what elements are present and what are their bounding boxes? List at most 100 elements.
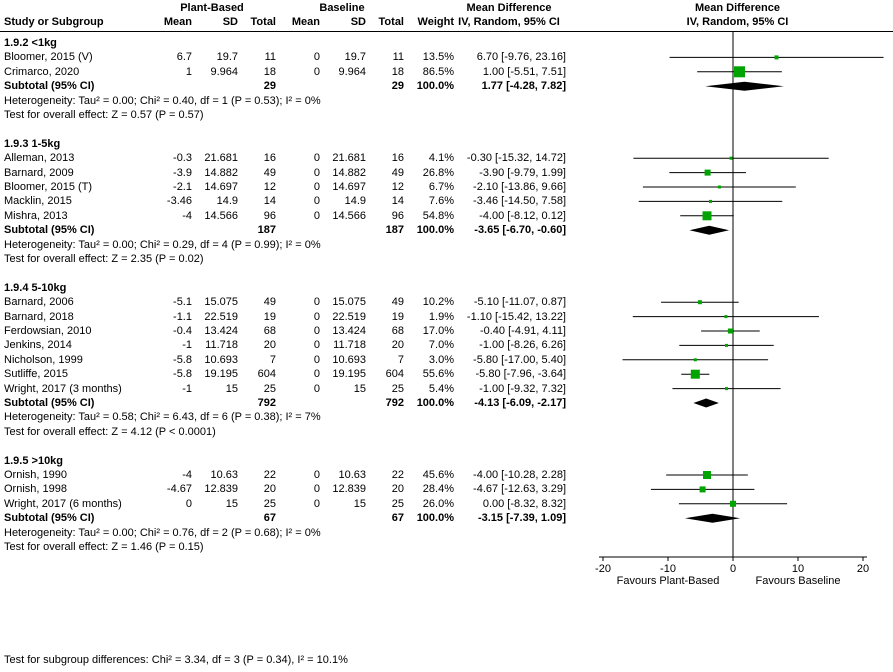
study-row: Alleman, 2013 -0.3 21.681 16 0 21.681 16 4.1% -0…	[0, 151, 893, 166]
ci-text-cell: -1.00 [-9.32, 7.32]	[479, 382, 566, 395]
subtotal-weight: 100.0%	[416, 512, 454, 525]
baseline-mean-cell: 0	[313, 353, 320, 366]
study-name: Alleman, 2013	[4, 152, 75, 165]
baseline-sd-cell: 11.718	[333, 339, 366, 352]
treatment-total-cell: 22	[263, 469, 276, 481]
study-name: Crimarco, 2020	[4, 65, 80, 78]
weight-cell: 10.2%	[422, 296, 454, 309]
baseline-total-cell: 11	[392, 51, 404, 64]
baseline-sd-cell: 19.7	[344, 51, 366, 64]
treatment-total-cell: 96	[263, 209, 276, 222]
treatment-mean-cell: 6.7	[176, 51, 192, 64]
treatment-mean-cell: -4.67	[166, 483, 192, 496]
subtotal-weight: 100.0%	[416, 397, 454, 409]
treatment-sd-cell: 9.964	[210, 65, 238, 78]
study-row: Nicholson, 1999 -5.8 10.693 7 0 10.693 7 3.0% -5…	[0, 353, 893, 368]
plot-title: Mean Difference	[695, 2, 780, 14]
study-row: Barnard, 2006 -5.1 15.075 49 0 15.075 49 10.2% -…	[0, 295, 893, 310]
heterogeneity-row: Heterogeneity: Tau² = 0.00; Chi² = 0.40,…	[0, 94, 893, 109]
baseline-total-cell: 96	[391, 209, 404, 222]
treatment-mean-cell: -5.1	[173, 296, 192, 309]
treatment-sd-cell: 13.424	[204, 325, 238, 337]
study-row: Macklin, 2015 -3.46 14.9 14 0 14.9 14 7.6% -3.46…	[0, 194, 893, 209]
study-name: Ornish, 1998	[4, 483, 67, 496]
weight-cell: 45.6%	[422, 469, 454, 481]
ci-text-cell: -3.46 [-14.50, 7.58]	[473, 195, 566, 208]
weight-cell: 26.0%	[422, 497, 454, 510]
baseline-mean-cell: 0	[313, 325, 320, 337]
overall-effect-text: Test for overall effect: Z = 1.46 (P = 0…	[4, 541, 204, 553]
subtotal-baseline-total: 187	[385, 224, 404, 237]
baseline-mean-cell: 0	[313, 195, 320, 208]
treatment-total-cell: 18	[263, 65, 276, 78]
baseline-mean-cell: 0	[313, 181, 320, 193]
baseline-mean-cell: 0	[313, 310, 320, 323]
treatment-total-cell: 7	[269, 353, 276, 366]
subtotal-row: Subtotal (95% CI) 792 792 100.0% -4.13 [-6.0…	[0, 396, 893, 411]
heterogeneity-text: Heterogeneity: Tau² = 0.00; Chi² = 0.76,…	[4, 526, 321, 539]
study-name: Barnard, 2009	[4, 166, 74, 179]
study-name: Macklin, 2015	[4, 195, 72, 208]
treatment-mean-cell: -5.8	[173, 368, 192, 381]
baseline-sd-cell: 13.424	[332, 325, 366, 337]
baseline-mean-cell: 0	[313, 382, 320, 395]
col-header-weight: Weight	[417, 16, 454, 28]
baseline-sd-cell: 15	[353, 382, 366, 395]
study-name: Wright, 2017 (6 months)	[4, 497, 122, 510]
col-header-mean-2: Mean	[291, 16, 320, 28]
baseline-mean-cell: 0	[313, 483, 320, 496]
subgroup-title-row: 1.9.5 >10kg	[0, 454, 893, 469]
subtotal-label: Subtotal (95% CI)	[4, 224, 95, 237]
study-name: Bloomer, 2015 (T)	[4, 181, 93, 193]
overall-test-row: Test for overall effect: Z = 0.57 (P = 0…	[0, 108, 893, 123]
ci-text-cell: -0.40 [-4.91, 4.11]	[479, 325, 566, 337]
treatment-mean-cell: -5.8	[173, 353, 192, 366]
study-name: Bloomer, 2015 (V)	[4, 51, 93, 64]
subtotal-treatment-total: 67	[263, 512, 276, 525]
treatment-sd-cell: 19.7	[216, 51, 238, 64]
treatment-mean-cell: -1	[182, 382, 192, 395]
study-row: Sutliffe, 2015 -5.8 19.195 604 0 19.195 604 55.…	[0, 367, 893, 382]
baseline-sd-cell: 21.681	[332, 152, 366, 165]
treatment-sd-cell: 12.839	[204, 483, 238, 496]
baseline-total-cell: 49	[391, 166, 404, 179]
subtotal-row: Subtotal (95% CI) 29 29 100.0% 1.77 [-4.28, …	[0, 79, 893, 94]
treatment-sd-cell: 15.075	[204, 296, 238, 309]
heterogeneity-text: Heterogeneity: Tau² = 0.58; Chi² = 6.43,…	[4, 411, 321, 424]
study-row: Mishra, 2013 -4 14.566 96 0 14.566 96 54.8% -4.0…	[0, 209, 893, 224]
weight-cell: 4.1%	[428, 152, 454, 165]
subgroup-title-row: 1.9.2 <1kg	[0, 36, 893, 51]
baseline-total-cell: 604	[385, 368, 404, 381]
study-name: Sutliffe, 2015	[4, 368, 69, 381]
col-header-sd-2: SD	[350, 16, 366, 28]
treatment-mean-cell: -1.1	[173, 310, 192, 323]
subtotal-treatment-total: 29	[263, 80, 276, 93]
baseline-total-cell: 68	[391, 325, 404, 337]
treatment-mean-cell: -4	[182, 209, 192, 222]
ci-text-cell: -4.00 [-10.28, 2.28]	[473, 469, 566, 481]
treatment-mean-cell: 0	[185, 497, 192, 510]
study-name: Ornish, 1990	[4, 469, 67, 481]
weight-cell: 7.0%	[428, 339, 454, 352]
baseline-sd-cell: 15.075	[332, 296, 366, 309]
subtotal-weight: 100.0%	[416, 224, 454, 237]
ci-text-cell: -4.00 [-8.12, 0.12]	[479, 209, 566, 222]
subgroup-differences-text: Test for subgroup differences: Chi² = 3.…	[4, 654, 348, 666]
treatment-mean-cell: -1	[182, 339, 192, 352]
subtotal-label: Subtotal (95% CI)	[4, 512, 95, 525]
weight-cell: 6.7%	[428, 181, 454, 193]
baseline-mean-cell: 0	[313, 296, 320, 309]
subtotal-treatment-total: 187	[257, 224, 276, 237]
study-name: Ferdowsian, 2010	[4, 325, 92, 337]
heterogeneity-row: Heterogeneity: Tau² = 0.00; Chi² = 0.29,…	[0, 238, 893, 253]
study-name: Jenkins, 2014	[4, 339, 72, 352]
treatment-sd-cell: 15	[225, 497, 238, 510]
weight-cell: 7.6%	[428, 195, 454, 208]
col-header-sd-1: SD	[222, 16, 238, 28]
treatment-sd-cell: 22.519	[204, 310, 238, 323]
study-name: Barnard, 2006	[4, 296, 74, 309]
overall-test-row: Test for overall effect: Z = 1.46 (P = 0…	[0, 540, 893, 555]
treatment-total-cell: 49	[263, 166, 276, 179]
baseline-sd-cell: 15	[353, 497, 366, 510]
